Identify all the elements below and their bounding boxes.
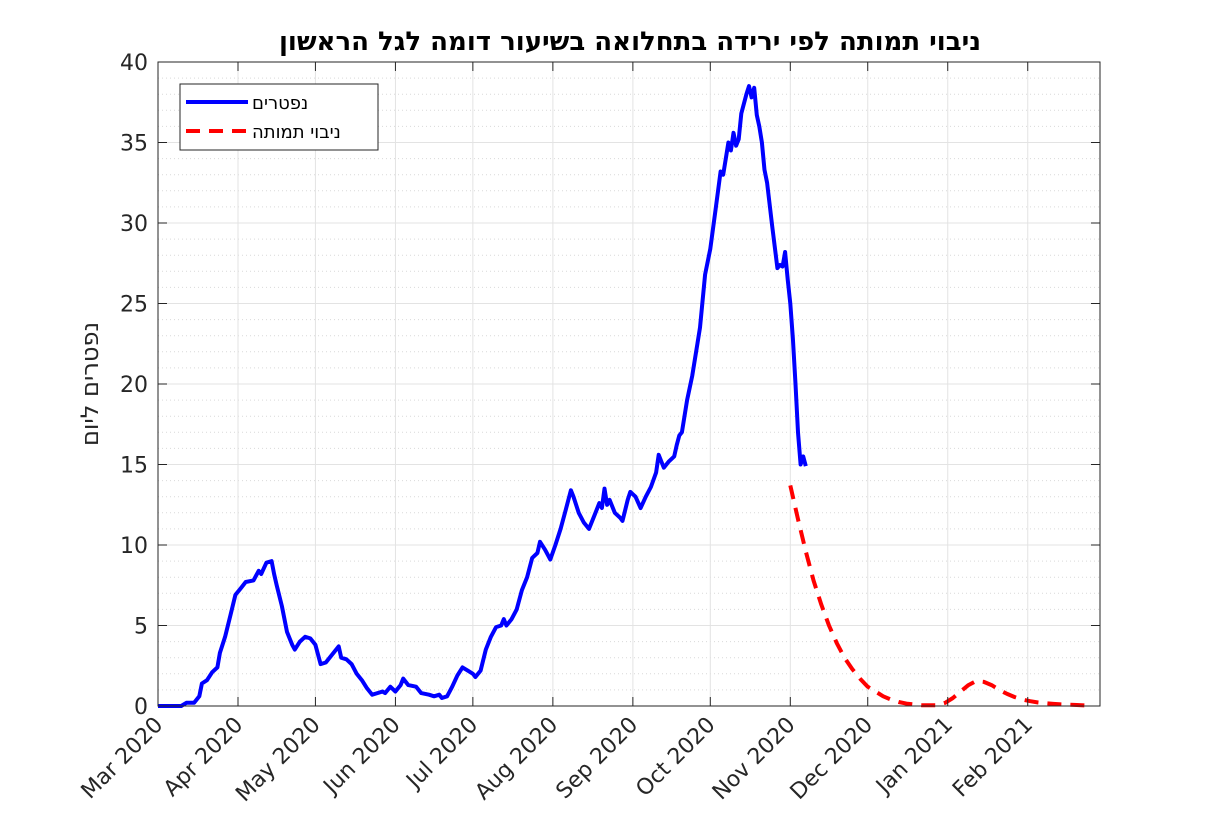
x-tick-label: May 2020	[231, 713, 325, 807]
chart-title: ניבוי תמותה לפי ירידה בתחלואה בשיעור דומ…	[279, 27, 981, 57]
legend-box	[179, 83, 379, 151]
legend-label-deaths: נפטרים	[252, 93, 308, 114]
y-tick-label: 25	[120, 293, 148, 318]
y-tick-label: 20	[120, 373, 148, 398]
y-tick-label: 10	[120, 534, 148, 559]
y-axis-ticks: 0 5 10 15 20 25 30 35 40	[120, 51, 1100, 720]
x-tick-label: Jun 2020	[318, 713, 406, 801]
legend: נפטרים ניבוי תמותה	[179, 83, 379, 151]
x-tick-label: Jul 2020	[401, 713, 483, 795]
x-tick-label: Oct 2020	[631, 713, 720, 802]
y-tick-label: 30	[120, 212, 148, 237]
series-line-forecast	[788, 484, 1093, 708]
y-tick-label: 0	[134, 695, 148, 720]
x-tick-label: Dec 2020	[786, 713, 878, 805]
y-axis-label: נפטרים ליום	[76, 322, 104, 446]
y-tick-label: 35	[120, 132, 148, 157]
series-layer	[158, 84, 1093, 708]
y-tick-label: 5	[134, 615, 148, 640]
x-tick-label: Feb 2021	[948, 713, 1038, 803]
series-line-deaths	[158, 84, 808, 708]
x-tick-label: Aug 2020	[471, 713, 564, 806]
x-tick-label: Jan 2021	[870, 713, 958, 801]
x-tick-label: Nov 2020	[708, 713, 801, 806]
y-tick-label: 15	[120, 454, 148, 479]
legend-label-forecast: ניבוי תמותה	[252, 122, 341, 143]
y-tick-label: 40	[120, 51, 148, 76]
x-tick-label: Sep 2020	[552, 713, 644, 805]
x-tick-label: Mar 2020	[77, 713, 169, 805]
